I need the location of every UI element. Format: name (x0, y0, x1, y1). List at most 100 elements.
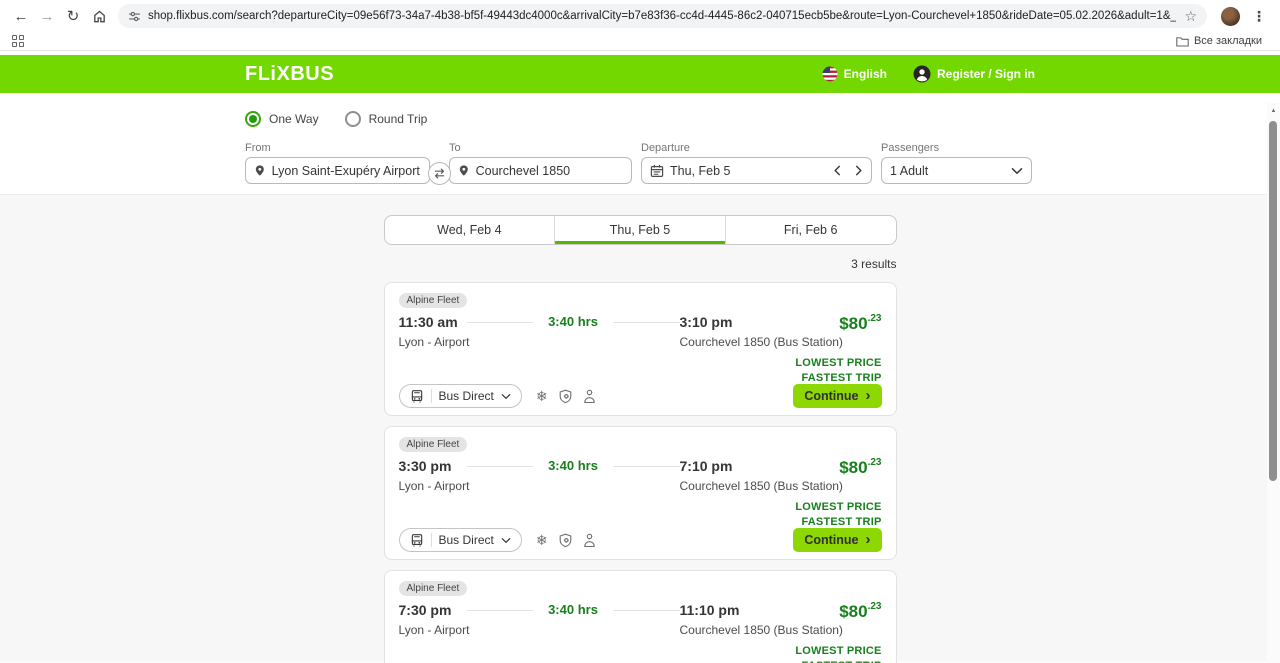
snowflake-icon: ❄ (535, 532, 548, 548)
home-icon[interactable] (86, 3, 112, 29)
trip-price: $80.23 (839, 457, 882, 477)
apps-grid-icon[interactable] (12, 35, 24, 47)
from-input[interactable] (271, 163, 421, 178)
trip-duration: 3:40 hrs (548, 314, 598, 329)
snowflake-icon: ❄ (535, 388, 548, 404)
tab-thu-feb-5[interactable]: Thu, Feb 5 (554, 216, 725, 244)
passengers-field[interactable]: 1 Adult (881, 157, 1032, 184)
trip-card: Alpine Fleet 11:30 am 3:40 hrs 3:10 pm $… (383, 282, 897, 416)
scroll-up-icon[interactable]: ▲ (1270, 108, 1277, 114)
reload-icon[interactable]: ↻ (66, 8, 80, 25)
bookmark-star-icon[interactable]: ☆ (1184, 7, 1197, 24)
fastest-trip-badge: FASTEST TRIP (801, 372, 882, 384)
route-line (613, 466, 680, 467)
divider (430, 389, 432, 403)
trip-price: $80.23 (839, 313, 882, 333)
divider (430, 533, 432, 547)
results-section: Wed, Feb 4 Thu, Feb 5 Fri, Feb 6 3 resul… (383, 195, 897, 663)
departure-date-field[interactable]: Thu, Feb 5 (641, 157, 872, 184)
bus-direct-dropdown[interactable]: Bus Direct (398, 384, 522, 408)
forward-icon[interactable]: → (39, 7, 55, 25)
tab-fri-feb-6[interactable]: Fri, Feb 6 (724, 216, 896, 244)
one-way-radio[interactable]: One Way (245, 111, 319, 127)
chevron-right-icon (855, 165, 862, 176)
radio-unselected-icon (344, 111, 361, 127)
browser-toolbar: ← → ↻ shop.flixbus.com/search?departureC… (0, 0, 1280, 32)
trip-duration: 3:40 hrs (548, 602, 598, 617)
previous-day-button[interactable] (833, 165, 841, 176)
arrival-station: Courchevel 1850 (Bus Station) (679, 623, 843, 637)
browser-profile-avatar[interactable] (1221, 6, 1240, 26)
fleet-badge: Alpine Fleet (398, 437, 468, 452)
url-bar[interactable]: shop.flixbus.com/search?departureCity=09… (118, 4, 1207, 28)
trip-duration: 3:40 hrs (548, 458, 598, 473)
trip-type-group: One Way Round Trip (245, 109, 1035, 129)
arrival-station: Courchevel 1850 (Bus Station) (679, 335, 843, 349)
departure-time: 3:30 pm (398, 458, 452, 474)
calendar-icon (650, 164, 664, 177)
to-field[interactable] (449, 157, 632, 184)
back-icon[interactable]: ← (13, 7, 29, 25)
folder-icon (1176, 36, 1189, 46)
trip-card: Alpine Fleet 7:30 pm 3:40 hrs 11:10 pm $… (383, 570, 897, 663)
from-label: From (245, 142, 271, 154)
continue-button[interactable]: Continue › (793, 528, 882, 552)
radio-selected-icon (245, 111, 261, 127)
route-line (466, 610, 533, 611)
sign-in-button[interactable]: Register / Sign in (913, 65, 1035, 83)
arrival-time: 7:10 pm (679, 458, 733, 474)
round-trip-radio[interactable]: Round Trip (344, 111, 428, 127)
fastest-trip-badge: FASTEST TRIP (801, 660, 881, 663)
language-selector[interactable]: English (822, 66, 887, 82)
bus-direct-dropdown[interactable]: Bus Direct (398, 528, 522, 552)
browser-menu-icon[interactable]: ⋮ (1252, 7, 1266, 24)
next-day-button[interactable] (855, 165, 863, 176)
bookmarks-bar: Все закладки (0, 32, 1280, 51)
shield-gear-icon (559, 389, 571, 403)
page-content: FLiXBUS English (0, 51, 1280, 663)
continue-button[interactable]: Continue › (793, 384, 882, 408)
chevron-down-icon (1011, 167, 1023, 175)
to-input[interactable] (475, 163, 623, 178)
from-field[interactable] (245, 157, 430, 184)
bus-icon (411, 534, 422, 547)
person-icon (583, 389, 595, 403)
passengers-label: Passengers (881, 142, 940, 154)
flixbus-logo[interactable]: FLiXBUS (245, 62, 335, 85)
all-bookmarks-label: Все закладки (1193, 35, 1262, 47)
site-settings-icon[interactable] (128, 10, 141, 23)
departure-station: Lyon - Airport (398, 623, 470, 637)
chevron-right-icon: › (865, 530, 871, 548)
departure-station: Lyon - Airport (398, 479, 470, 493)
location-pin-icon (459, 165, 468, 176)
mode-label: Bus Direct (438, 389, 494, 403)
scrollbar-thumb[interactable] (1269, 121, 1277, 481)
page-scrollbar[interactable]: ▲ ▼ (1267, 103, 1280, 663)
search-section: One Way Round Trip From (0, 93, 1280, 195)
amenities: ❄ (536, 533, 596, 548)
all-bookmarks-button[interactable]: Все закладки (1176, 35, 1272, 47)
to-label: To (449, 142, 461, 154)
one-way-label: One Way (269, 112, 319, 126)
swap-locations-button[interactable] (428, 162, 451, 185)
round-trip-label: Round Trip (368, 112, 428, 126)
chevron-right-icon: › (865, 386, 871, 404)
arrival-station: Courchevel 1850 (Bus Station) (679, 479, 843, 493)
account-icon (913, 65, 931, 83)
route-line (466, 466, 533, 467)
chevron-down-icon (501, 537, 511, 543)
amenities: ❄ (536, 389, 596, 404)
person-icon (583, 533, 595, 547)
mode-label: Bus Direct (438, 533, 494, 547)
arrival-time: 3:10 pm (679, 314, 733, 330)
chevron-down-icon (501, 393, 511, 399)
lowest-price-badge: LOWEST PRICE (795, 645, 882, 657)
route-line (466, 322, 533, 323)
url-text[interactable]: shop.flixbus.com/search?departureCity=09… (148, 10, 1177, 22)
sign-in-label: Register / Sign in (936, 67, 1035, 81)
trip-card: Alpine Fleet 3:30 pm 3:40 hrs 7:10 pm $8… (383, 426, 897, 560)
departure-time: 11:30 am (398, 314, 458, 330)
language-label: English (843, 67, 887, 81)
location-pin-icon (255, 165, 264, 176)
tab-wed-feb-4[interactable]: Wed, Feb 4 (437, 223, 502, 237)
